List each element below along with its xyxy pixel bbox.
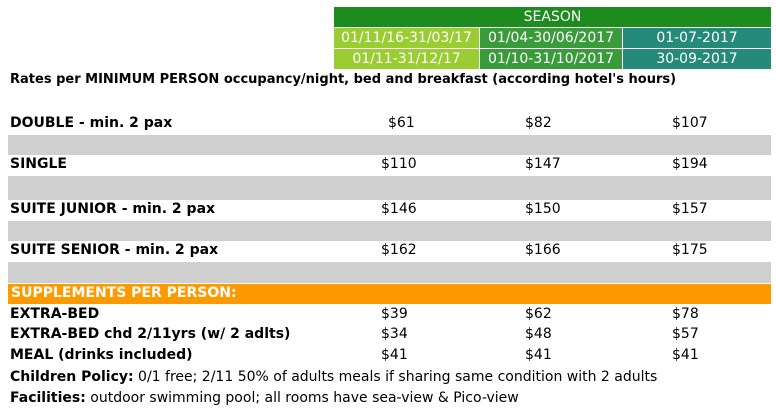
supplement-label: EXTRA-BED: [10, 306, 100, 322]
row-separator: [8, 176, 771, 200]
room-price-period-1: $146: [381, 201, 417, 217]
room-price-period-2: $150: [525, 201, 561, 217]
supplement-price-period-3: $57: [672, 326, 699, 342]
supplement-price-period-2: $48: [525, 326, 552, 342]
room-price-period-1: $61: [388, 115, 415, 131]
supplement-price-period-1: $34: [381, 326, 408, 342]
room-label: DOUBLE - min. 2 pax: [10, 115, 173, 131]
facilities-label: Facilities:: [10, 390, 86, 406]
children-policy: Children Policy: 0/1 free; 2/11 50% of a…: [10, 369, 657, 385]
period-2-line-1: 01/04-30/06/2017: [480, 28, 622, 48]
room-price-period-3: $175: [672, 242, 708, 258]
room-price-period-2: $82: [525, 115, 552, 131]
room-price-period-1: $162: [381, 242, 417, 258]
room-label: SUITE SENIOR - min. 2 pax: [10, 242, 219, 258]
facilities-text: outdoor swimming pool; all rooms have se…: [85, 390, 519, 406]
room-price-period-3: $107: [672, 115, 708, 131]
supplement-label: MEAL (drinks included): [10, 347, 193, 363]
supplement-price-period-1: $41: [381, 347, 408, 363]
room-price-period-2: $147: [525, 156, 561, 172]
room-label: SINGLE: [10, 156, 67, 172]
supplements-header-bar: SUPPLEMENTS PER PERSON:: [8, 284, 771, 304]
rates-subtitle: Rates per MINIMUM PERSON occupancy/night…: [10, 72, 677, 87]
room-price-period-3: $157: [672, 201, 708, 217]
supplement-price-period-2: $62: [525, 306, 552, 322]
supplement-label: EXTRA-BED chd 2/11yrs (w/ 2 adlts): [10, 326, 291, 342]
supplement-price-period-2: $41: [525, 347, 552, 363]
supplement-price-period-3: $78: [672, 306, 699, 322]
room-price-period-3: $194: [672, 156, 708, 172]
children-policy-label: Children Policy:: [10, 369, 134, 385]
period-1-line-2: 01/11-31/12/17: [334, 49, 479, 69]
row-separator: [8, 262, 771, 283]
facilities: Facilities: outdoor swimming pool; all r…: [10, 390, 519, 406]
period-2-line-2: 01/10-31/10/2017: [480, 49, 622, 69]
season-header: SEASON: [334, 7, 771, 27]
supplement-price-period-1: $39: [381, 306, 408, 322]
room-label: SUITE JUNIOR - min. 2 pax: [10, 201, 216, 217]
room-price-period-1: $110: [381, 156, 417, 172]
supplement-price-period-3: $41: [672, 347, 699, 363]
period-1-line-1: 01/11/16-31/03/17: [334, 28, 479, 48]
row-separator: [8, 221, 771, 241]
period-3-line-1: 01-07-2017: [623, 28, 771, 48]
children-policy-text: 0/1 free; 2/11 50% of adults meals if sh…: [133, 369, 658, 385]
supplements-header: SUPPLEMENTS PER PERSON:: [11, 285, 237, 301]
period-3-line-2: 30-09-2017: [623, 49, 771, 69]
row-separator: [8, 135, 771, 155]
room-price-period-2: $166: [525, 242, 561, 258]
